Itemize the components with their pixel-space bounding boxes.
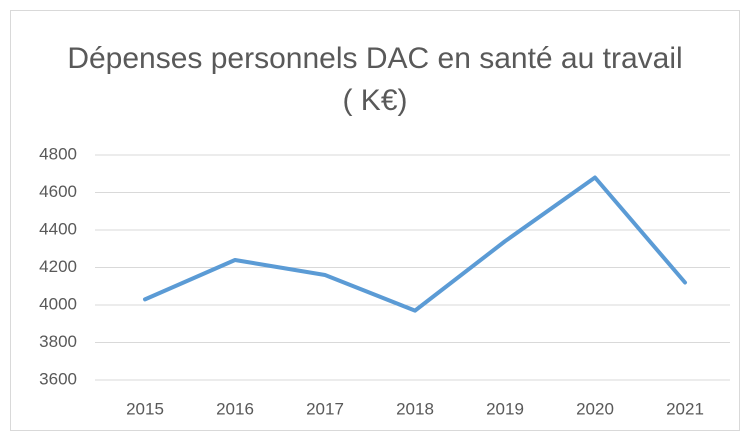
chart-border xyxy=(10,10,740,431)
x-tick-label: 2019 xyxy=(486,399,524,418)
y-tick-label: 4400 xyxy=(39,219,77,238)
x-tick-label: 2021 xyxy=(666,399,704,418)
y-tick-label: 4200 xyxy=(39,257,77,276)
y-tick-label: 3600 xyxy=(39,369,77,388)
x-tick-label: 2018 xyxy=(396,399,434,418)
x-tick-label: 2015 xyxy=(126,399,164,418)
x-tick-label: 2016 xyxy=(216,399,254,418)
y-tick-label: 4600 xyxy=(39,182,77,201)
y-tick-label: 4800 xyxy=(39,144,77,163)
chart-title: Dépenses personnels DAC en santé au trav… xyxy=(67,42,683,117)
x-tick-label: 2017 xyxy=(306,399,344,418)
y-tick-label: 4000 xyxy=(39,294,77,313)
data-line xyxy=(143,175,687,313)
x-tick-label: 2020 xyxy=(576,399,614,418)
y-tick-label: 3800 xyxy=(39,332,77,351)
